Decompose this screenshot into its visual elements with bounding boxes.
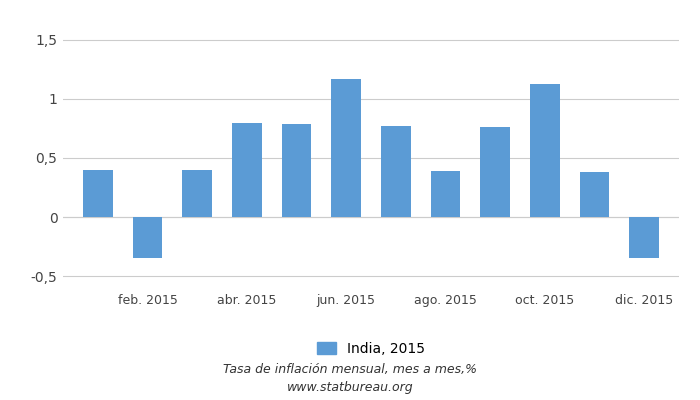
Bar <box>83 170 113 217</box>
Bar <box>232 122 262 217</box>
Text: Tasa de inflación mensual, mes a mes,%: Tasa de inflación mensual, mes a mes,% <box>223 364 477 376</box>
Bar <box>182 170 212 217</box>
Bar <box>132 217 162 258</box>
Bar <box>281 124 312 217</box>
Bar <box>480 127 510 217</box>
Bar <box>580 172 610 217</box>
Bar <box>331 79 361 217</box>
Bar <box>530 84 560 217</box>
Bar <box>381 126 411 217</box>
Bar <box>430 171 461 217</box>
Bar <box>629 217 659 258</box>
Legend: India, 2015: India, 2015 <box>316 342 426 356</box>
Text: www.statbureau.org: www.statbureau.org <box>287 381 413 394</box>
